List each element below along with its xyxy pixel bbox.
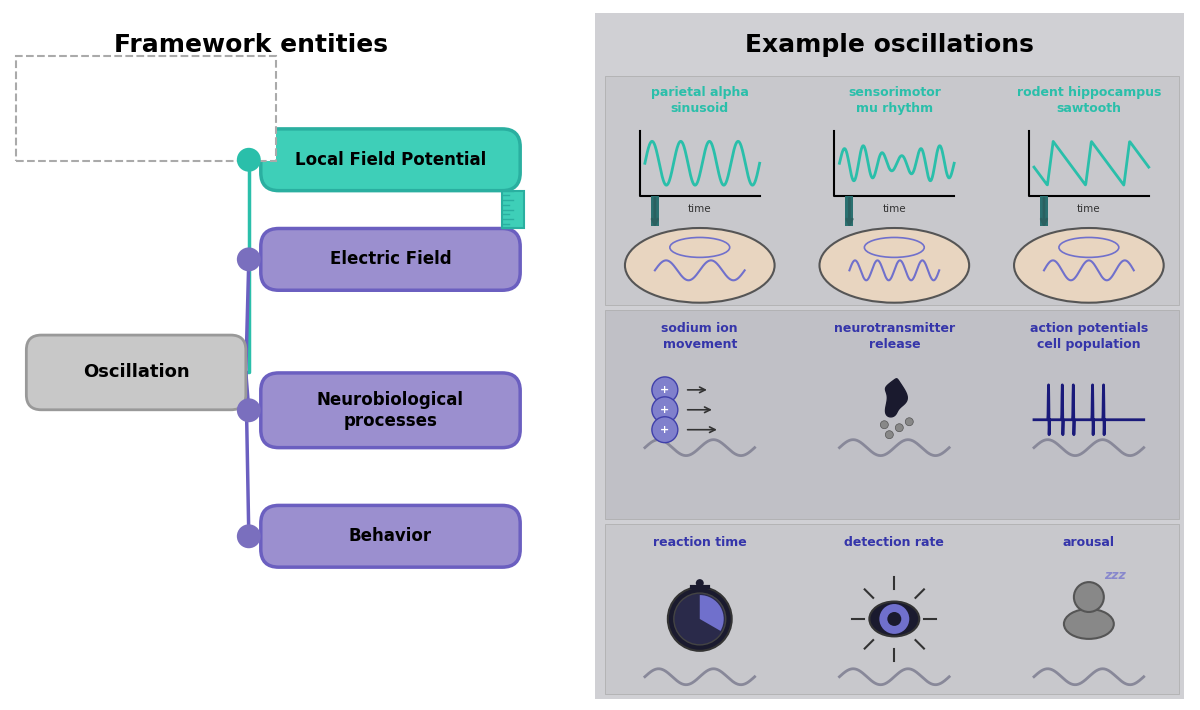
FancyBboxPatch shape	[260, 129, 520, 191]
Circle shape	[236, 148, 260, 172]
Circle shape	[886, 431, 893, 439]
FancyBboxPatch shape	[260, 373, 520, 447]
Circle shape	[880, 604, 910, 634]
Text: rodent hippocampus
sawtooth: rodent hippocampus sawtooth	[1016, 86, 1162, 115]
Polygon shape	[886, 378, 907, 417]
Text: Electric Field: Electric Field	[330, 251, 451, 268]
Circle shape	[236, 524, 260, 548]
Text: sensorimotor
mu rhythm: sensorimotor mu rhythm	[848, 86, 941, 115]
Text: +: +	[660, 385, 670, 395]
Text: Process: Process	[116, 105, 169, 119]
FancyBboxPatch shape	[36, 67, 101, 89]
Wedge shape	[700, 595, 724, 631]
Ellipse shape	[1064, 609, 1114, 639]
FancyBboxPatch shape	[605, 524, 1178, 694]
Circle shape	[652, 377, 678, 403]
Text: Oscillation: Oscillation	[83, 364, 190, 381]
Circle shape	[696, 579, 703, 587]
Ellipse shape	[1014, 228, 1164, 302]
Text: neurotransmitter
release: neurotransmitter release	[834, 322, 955, 351]
FancyBboxPatch shape	[260, 229, 520, 290]
Circle shape	[236, 247, 260, 271]
Circle shape	[895, 424, 904, 432]
Text: sodium ion
movement: sodium ion movement	[661, 322, 738, 351]
Ellipse shape	[820, 228, 970, 302]
Text: Measurement: Measurement	[116, 71, 211, 85]
Circle shape	[905, 417, 913, 426]
FancyBboxPatch shape	[846, 196, 853, 226]
FancyBboxPatch shape	[605, 76, 1178, 305]
Circle shape	[668, 587, 732, 651]
Text: parietal alpha
sinusoid: parietal alpha sinusoid	[650, 86, 749, 115]
FancyBboxPatch shape	[503, 191, 524, 229]
Text: +: +	[660, 405, 670, 415]
Text: time: time	[882, 204, 906, 214]
Text: Example oscillations: Example oscillations	[745, 33, 1033, 58]
Text: time: time	[688, 204, 712, 214]
Circle shape	[236, 398, 260, 422]
Circle shape	[887, 612, 901, 626]
FancyBboxPatch shape	[17, 56, 276, 160]
Text: +: +	[660, 425, 670, 435]
FancyBboxPatch shape	[26, 335, 246, 410]
Text: Local Field Potential: Local Field Potential	[295, 151, 486, 169]
Ellipse shape	[869, 601, 919, 636]
FancyBboxPatch shape	[36, 101, 101, 123]
Text: action potentials
cell population: action potentials cell population	[1030, 322, 1148, 351]
FancyBboxPatch shape	[595, 13, 1183, 699]
Circle shape	[881, 421, 888, 429]
FancyBboxPatch shape	[260, 506, 520, 567]
Text: Framework entities: Framework entities	[114, 33, 388, 58]
Circle shape	[652, 397, 678, 422]
Text: arousal: arousal	[1063, 536, 1115, 550]
Circle shape	[1074, 582, 1104, 612]
Text: Behavior: Behavior	[349, 528, 432, 545]
Text: reaction time: reaction time	[653, 536, 746, 550]
FancyBboxPatch shape	[1040, 196, 1048, 226]
Text: time: time	[1078, 204, 1100, 214]
Ellipse shape	[625, 228, 774, 302]
FancyBboxPatch shape	[605, 310, 1178, 519]
Circle shape	[652, 417, 678, 442]
Text: detection rate: detection rate	[845, 536, 944, 550]
Circle shape	[674, 593, 726, 645]
Text: zzz: zzz	[1104, 569, 1126, 581]
FancyBboxPatch shape	[650, 196, 659, 226]
Text: Neurobiological
processes: Neurobiological processes	[317, 391, 464, 430]
